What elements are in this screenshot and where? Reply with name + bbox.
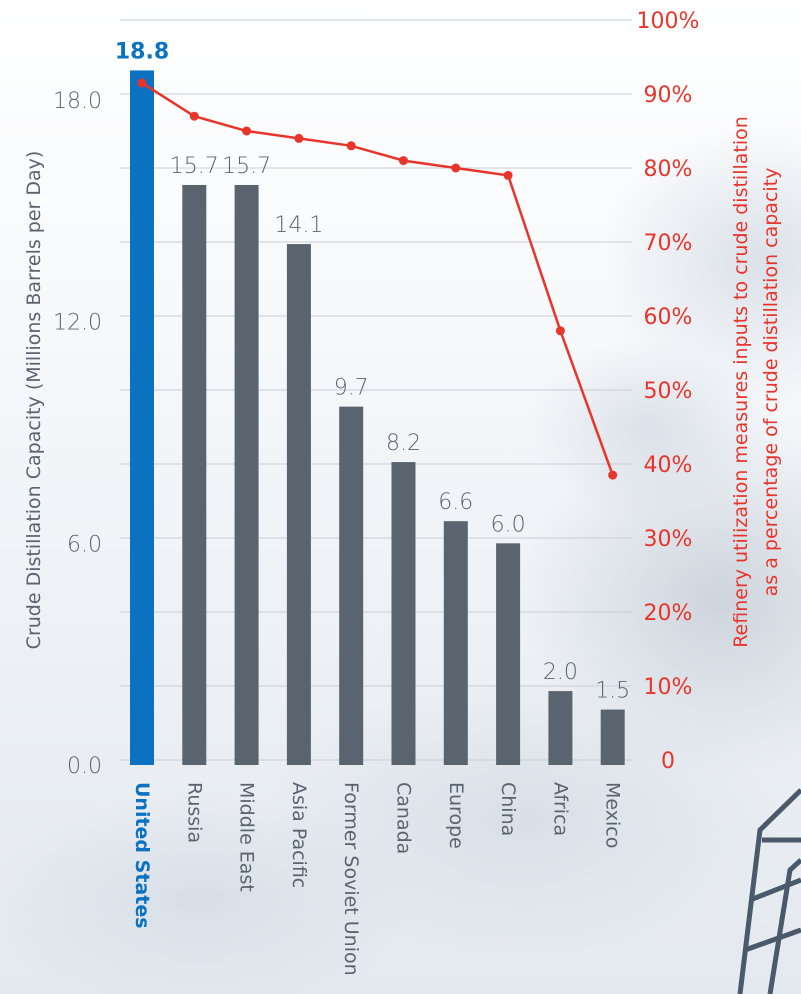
category-label-2: Middle East [236,782,258,892]
bar-8 [548,691,573,765]
tower-structure-image [737,788,801,994]
bar-0 [130,70,154,765]
utilization-line-series [137,78,618,480]
right-axis-ticks: 0 10% 20% 30% 40% 50% 60% 70% 80% 90% 100% [637,9,700,774]
bar-4 [339,406,364,765]
right-tick-6: 60% [644,305,693,330]
category-label-4: Former Soviet Union [340,782,362,976]
category-label-5: Canada [393,782,415,854]
category-label-6: Europe [445,782,467,849]
bar-2 [234,184,259,765]
bar-value-label-4: 9.7 [334,376,369,401]
utilization-point-5 [399,156,408,166]
category-label-9: Mexico [602,782,624,848]
right-tick-1: 10% [644,675,693,700]
right-tick-2: 20% [644,601,693,626]
bar-value-label-1: 15.7 [170,154,219,179]
category-label-0: United States [131,782,153,929]
bar-value-label-7: 6.0 [491,512,526,537]
utilization-point-0 [137,78,147,88]
category-label-7: China [497,782,519,836]
right-tick-3: 30% [644,527,693,552]
utilization-point-9 [608,470,618,480]
right-tick-7: 70% [644,231,693,256]
bar-value-label-8: 2.0 [543,660,578,685]
right-tick-5: 50% [644,379,693,404]
bar-series [130,70,625,766]
utilization-point-2 [242,126,252,136]
bar-value-label-3: 14.1 [274,213,323,238]
right-tick-0: 0 [661,749,675,774]
bar-6 [443,521,468,765]
category-labels: United States Russia Middle East Asia Pacif… [131,782,624,976]
left-tick-0: 0.0 [67,754,102,779]
bar-value-label-6: 6.6 [438,490,473,515]
bar-9 [600,709,625,765]
right-tick-8: 80% [644,157,693,182]
utilization-point-8 [555,326,565,336]
utilization-point-3 [294,133,304,143]
category-label-8: Africa [549,782,571,836]
bar-value-label-2: 15.7 [222,154,271,179]
bar-7 [496,543,521,765]
bar-5 [391,462,416,765]
left-tick-3: 18.0 [53,89,102,114]
left-tick-1: 6.0 [67,532,102,557]
bar-data-labels: 18.8 15.7 15.7 14.1 9.7 8.2 6.6 6.0 2.0 1.5 [115,39,630,703]
utilization-point-7 [503,170,513,180]
utilization-point-4 [346,141,356,151]
utilization-line [141,81,614,476]
left-axis-title: Crude Distillation Capacity (Millions Ba… [23,151,45,650]
bar-value-label-9: 1.5 [595,679,630,704]
bar-value-label-0: 18.8 [115,39,169,64]
category-label-1: Russia [183,782,205,843]
bar-3 [286,244,311,766]
right-axis-title-line-2: as a percentage of crude distillation ca… [760,168,782,597]
left-tick-2: 12.0 [53,311,102,336]
right-tick-4: 40% [644,453,693,478]
bar-value-label-5: 8.2 [386,431,421,456]
bar-1 [182,184,207,765]
right-tick-9: 90% [644,83,693,108]
right-axis-title-line-1: Refinery utilization measures inputs to … [730,116,752,648]
left-axis-ticks: 0.0 6.0 12.0 18.0 [53,89,102,779]
right-tick-10: 100% [637,9,700,34]
utilization-point-1 [189,111,199,121]
utilization-point-6 [451,163,461,173]
category-label-3: Asia Pacific [288,782,310,888]
